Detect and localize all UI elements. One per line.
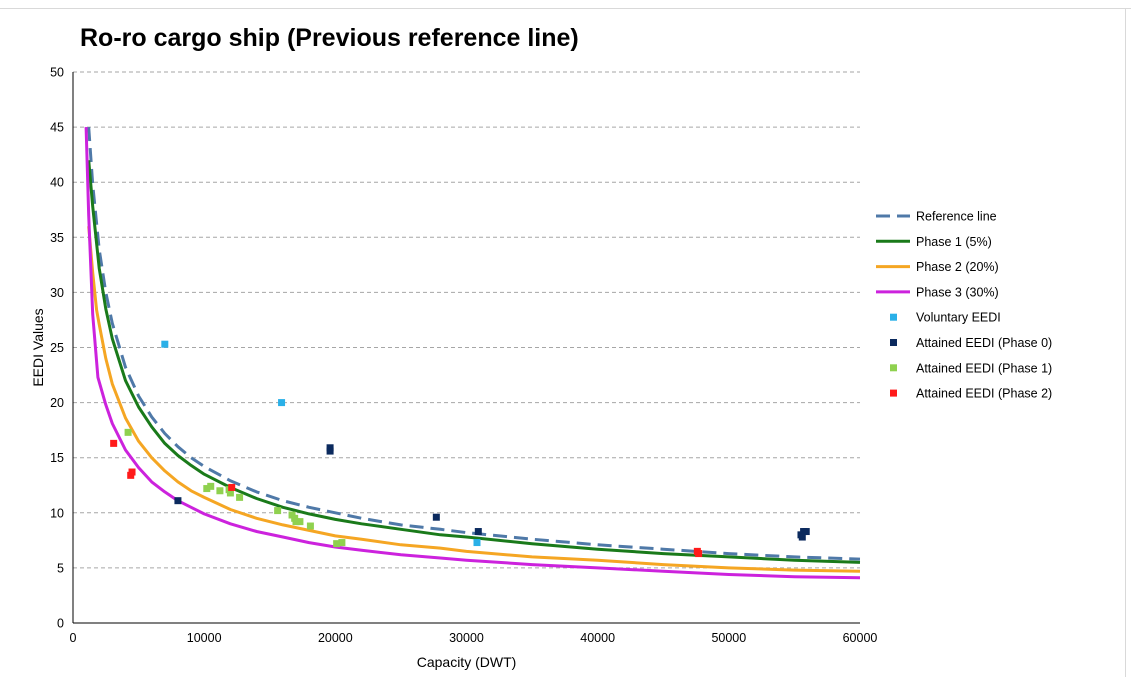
point-attained-eedi-phase-1 [338, 539, 346, 547]
legend-swatch-attained-eedi-phase-1 [890, 364, 897, 372]
y-tick-label: 25 [50, 341, 64, 355]
point-attained-eedi-phase-1 [306, 522, 314, 530]
legend-label-attained-eedi-phase-0: Attained EEDI (Phase 0) [916, 336, 1052, 350]
point-attained-eedi-phase-1 [124, 428, 132, 436]
point-voluntary-eedi [473, 539, 481, 547]
point-attained-eedi-phase-0 [326, 447, 334, 455]
point-attained-eedi-phase-1 [333, 540, 341, 548]
legend-label-phase-3-30: Phase 3 (30%) [916, 285, 999, 299]
legend-label-phase-2-20: Phase 2 (20%) [916, 260, 999, 274]
series-line-phase-1-5 [87, 160, 861, 564]
y-tick-label: 20 [50, 396, 64, 410]
legend-swatch-voluntary-eedi [890, 313, 897, 321]
legend-label-voluntary-eedi: Voluntary EEDI [916, 311, 1001, 325]
y-tick-label: 0 [57, 617, 64, 631]
x-tick-label: 60000 [843, 631, 878, 645]
point-attained-eedi-phase-0 [798, 533, 806, 541]
legend-swatch-attained-eedi-phase-0 [890, 339, 897, 346]
x-tick-label: 0 [70, 631, 77, 645]
point-attained-eedi-phase-1 [296, 518, 304, 526]
point-voluntary-eedi [278, 399, 286, 407]
series-line-reference-line [87, 126, 861, 561]
frame-right-border [1125, 8, 1126, 677]
point-attained-eedi-phase-1 [236, 493, 244, 501]
y-tick-label: 40 [50, 176, 64, 190]
x-tick-label: 20000 [318, 631, 353, 645]
x-tick-label: 40000 [580, 631, 615, 645]
point-attained-eedi-phase-0 [802, 528, 810, 536]
point-attained-eedi-phase-2 [110, 439, 118, 447]
point-attained-eedi-phase-0 [474, 528, 482, 536]
y-tick-label: 45 [50, 121, 64, 135]
legend-label-phase-1-5: Phase 1 (5%) [916, 235, 992, 249]
x-tick-label: 30000 [449, 631, 484, 645]
legend-swatch-attained-eedi-phase-2 [890, 389, 897, 397]
x-tick-label: 10000 [187, 631, 222, 645]
point-attained-eedi-phase-1 [226, 489, 234, 497]
point-attained-eedi-phase-0 [174, 497, 182, 505]
legend-label-attained-eedi-phase-1: Attained EEDI (Phase 1) [916, 361, 1052, 375]
y-axis-label: EEDI Values [30, 308, 46, 386]
point-attained-eedi-phase-1 [274, 507, 282, 515]
y-tick-label: 10 [50, 506, 64, 520]
point-attained-eedi-phase-1 [292, 518, 300, 526]
y-tick-label: 15 [50, 451, 64, 465]
point-attained-eedi-phase-2 [128, 468, 136, 476]
point-attained-eedi-phase-0 [432, 513, 440, 521]
legend-label-reference-line: Reference line [916, 210, 997, 224]
point-attained-eedi-phase-2 [228, 483, 236, 491]
point-attained-eedi-phase-1 [207, 482, 215, 490]
legend-label-attained-eedi-phase-2: Attained EEDI (Phase 2) [916, 387, 1052, 401]
y-tick-label: 35 [50, 231, 64, 245]
series-line-phase-3-30 [84, 127, 861, 580]
point-voluntary-eedi [161, 340, 169, 348]
point-attained-eedi-phase-1 [203, 485, 211, 493]
y-tick-label: 50 [50, 66, 64, 80]
y-tick-label: 30 [50, 286, 64, 300]
x-axis-label: Capacity (DWT) [417, 654, 517, 670]
y-tick-label: 5 [57, 561, 64, 575]
chart-title: Ro-ro cargo ship (Previous reference lin… [80, 24, 579, 52]
point-attained-eedi-phase-1 [216, 487, 224, 495]
frame-top-border [0, 8, 1131, 9]
x-tick-label: 50000 [711, 631, 746, 645]
series-line-phase-2-20 [87, 226, 861, 573]
point-attained-eedi-phase-2 [695, 550, 703, 558]
